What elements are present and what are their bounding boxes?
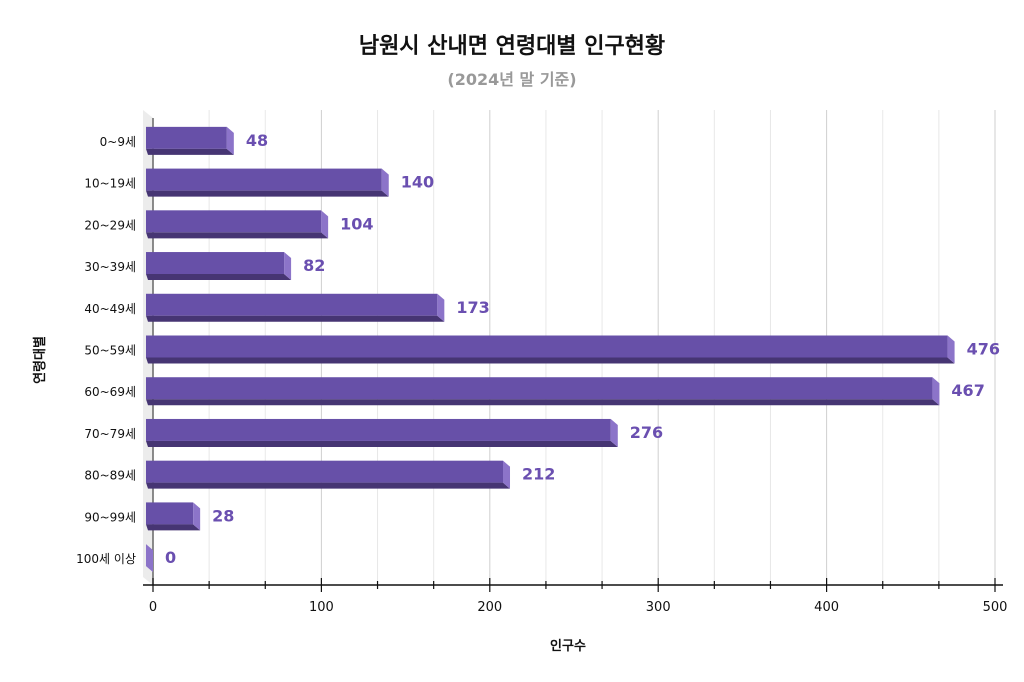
data-label: 48	[246, 131, 268, 150]
bar-side	[226, 126, 234, 155]
x-tick-label: 500	[983, 600, 1008, 615]
data-label: 173	[456, 298, 489, 317]
bar-front	[146, 418, 611, 441]
data-label: 140	[401, 173, 434, 192]
bar-bottom	[146, 315, 445, 322]
x-axis-title: 인구수	[550, 638, 586, 654]
bar-bottom	[146, 357, 955, 364]
bar-front	[146, 460, 504, 483]
y-tick-label: 50~59세	[84, 344, 136, 358]
y-tick-label: 10~19세	[84, 177, 136, 191]
x-tick-label: 200	[477, 600, 502, 615]
x-tick-label: 400	[814, 600, 839, 615]
data-label: 104	[340, 214, 373, 233]
bar-bottom	[146, 274, 292, 281]
bar-front	[146, 377, 933, 400]
chart-subtitle: (2024년 말 기준)	[447, 70, 577, 89]
y-tick-label: 90~99세	[84, 510, 136, 524]
data-label: 476	[967, 340, 1000, 359]
data-label: 28	[212, 506, 234, 525]
bar-bottom	[146, 148, 234, 155]
y-tick-label: 40~49세	[84, 302, 136, 316]
chart-title: 남원시 산내면 연령대별 인구현황	[358, 34, 666, 59]
data-label: 467	[951, 381, 984, 400]
bar-side	[947, 335, 955, 364]
y-tick-label: 80~89세	[84, 469, 136, 483]
y-tick-label: 30~39세	[84, 260, 136, 274]
bar-bottom	[146, 482, 511, 489]
bar-side	[193, 502, 201, 531]
data-label: 212	[522, 465, 555, 484]
data-label: 276	[630, 423, 663, 442]
bar-front	[146, 293, 438, 316]
data-label: 82	[303, 256, 325, 275]
y-tick-label: 60~69세	[84, 385, 136, 399]
bar-front	[146, 252, 285, 275]
bar-front	[146, 210, 322, 233]
bar-bottom	[146, 399, 940, 406]
bar-front	[146, 126, 227, 149]
bar-side	[503, 460, 511, 489]
bar-side	[146, 544, 153, 573]
bar-side	[437, 293, 445, 322]
y-tick-label: 0~9세	[100, 135, 136, 149]
bar-front	[146, 502, 194, 525]
bar-bottom	[146, 190, 389, 197]
y-tick-label: 20~29세	[84, 218, 136, 232]
x-tick-label: 300	[646, 600, 671, 615]
bar-side	[284, 252, 292, 281]
data-label: 0	[165, 548, 176, 567]
bar-bottom	[146, 232, 329, 239]
bar-front	[146, 168, 382, 191]
y-tick-label: 70~79세	[84, 427, 136, 441]
bar-front	[146, 335, 948, 358]
y-tick-label: 100세 이상	[76, 552, 136, 566]
bar-side	[381, 168, 389, 197]
bar-side	[610, 418, 618, 447]
y-axis-title: 연령대별	[32, 336, 48, 384]
x-tick-label: 0	[149, 600, 157, 615]
bar-side	[321, 210, 329, 239]
bar-side	[932, 377, 940, 406]
bar-bottom	[146, 524, 201, 531]
bar-bottom	[146, 440, 618, 447]
x-tick-label: 100	[309, 600, 334, 615]
